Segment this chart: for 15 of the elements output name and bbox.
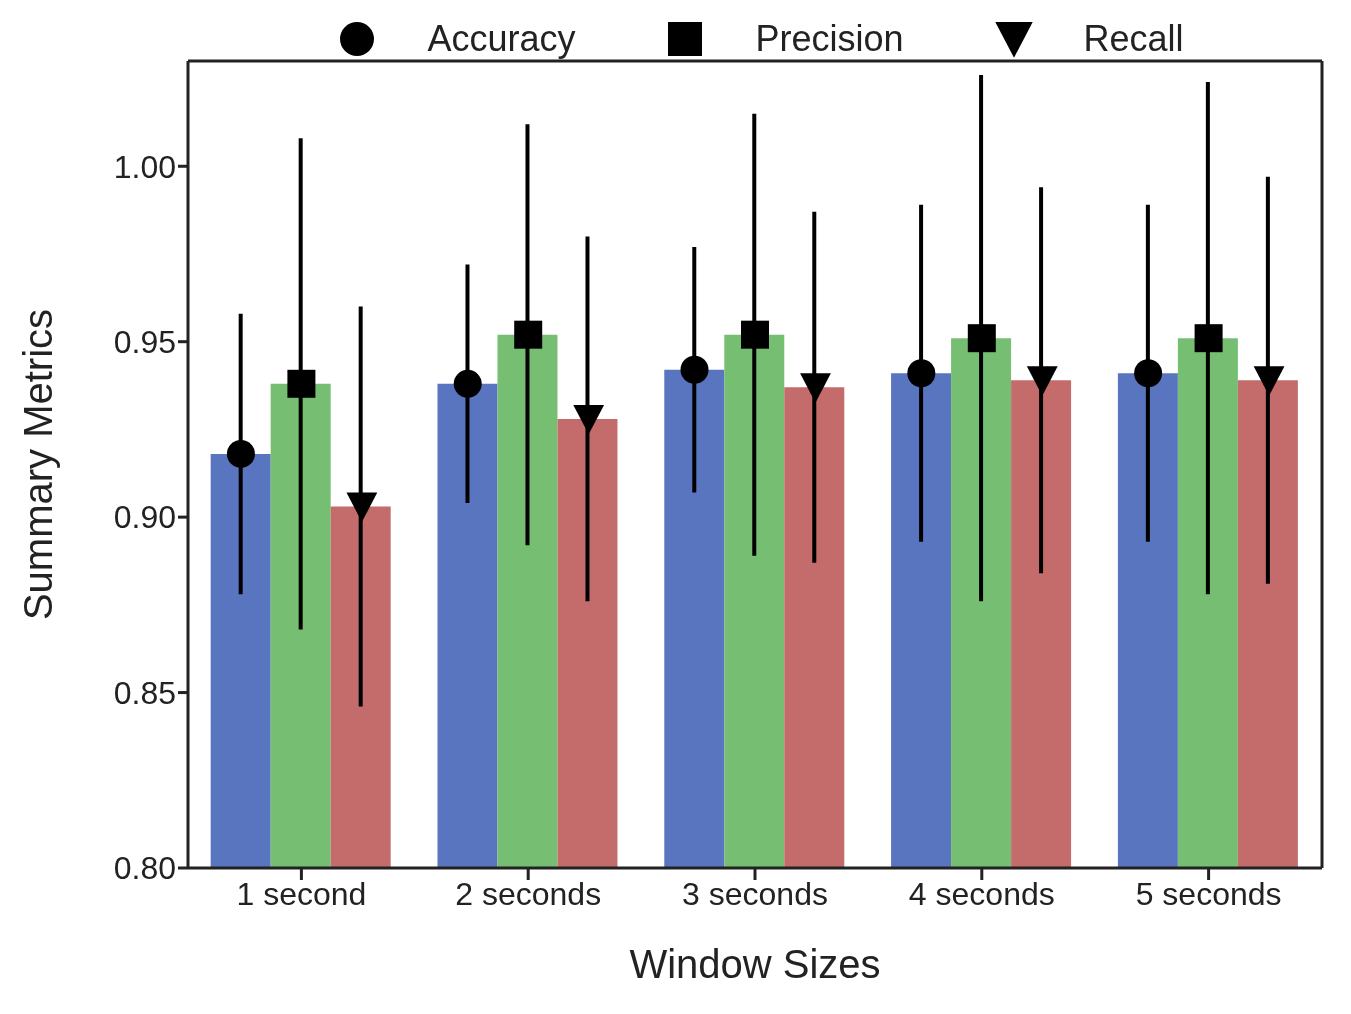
y-tick-label: 0.85 <box>113 674 176 711</box>
x-axis-title: Window Sizes <box>629 942 881 986</box>
y-tick-label: 0.95 <box>113 324 176 361</box>
y-axis-title: Summary Metrics <box>16 308 61 621</box>
y-tick-label: 0.80 <box>113 850 176 887</box>
x-tick-label: 3 seconds <box>682 875 828 912</box>
legend-label: Accuracy <box>427 18 576 60</box>
y-tick-label: 1.00 <box>113 148 176 185</box>
x-tick-label: 2 seconds <box>455 875 602 912</box>
y-tick-label: 0.90 <box>113 499 176 536</box>
x-tick-label: 1 second <box>236 875 367 912</box>
x-tick-label: 5 seconds <box>1135 875 1282 912</box>
x-tick-label: 4 seconds <box>908 875 1055 912</box>
legend-label: Precision <box>755 18 904 60</box>
legend-label: Recall <box>1083 18 1184 60</box>
